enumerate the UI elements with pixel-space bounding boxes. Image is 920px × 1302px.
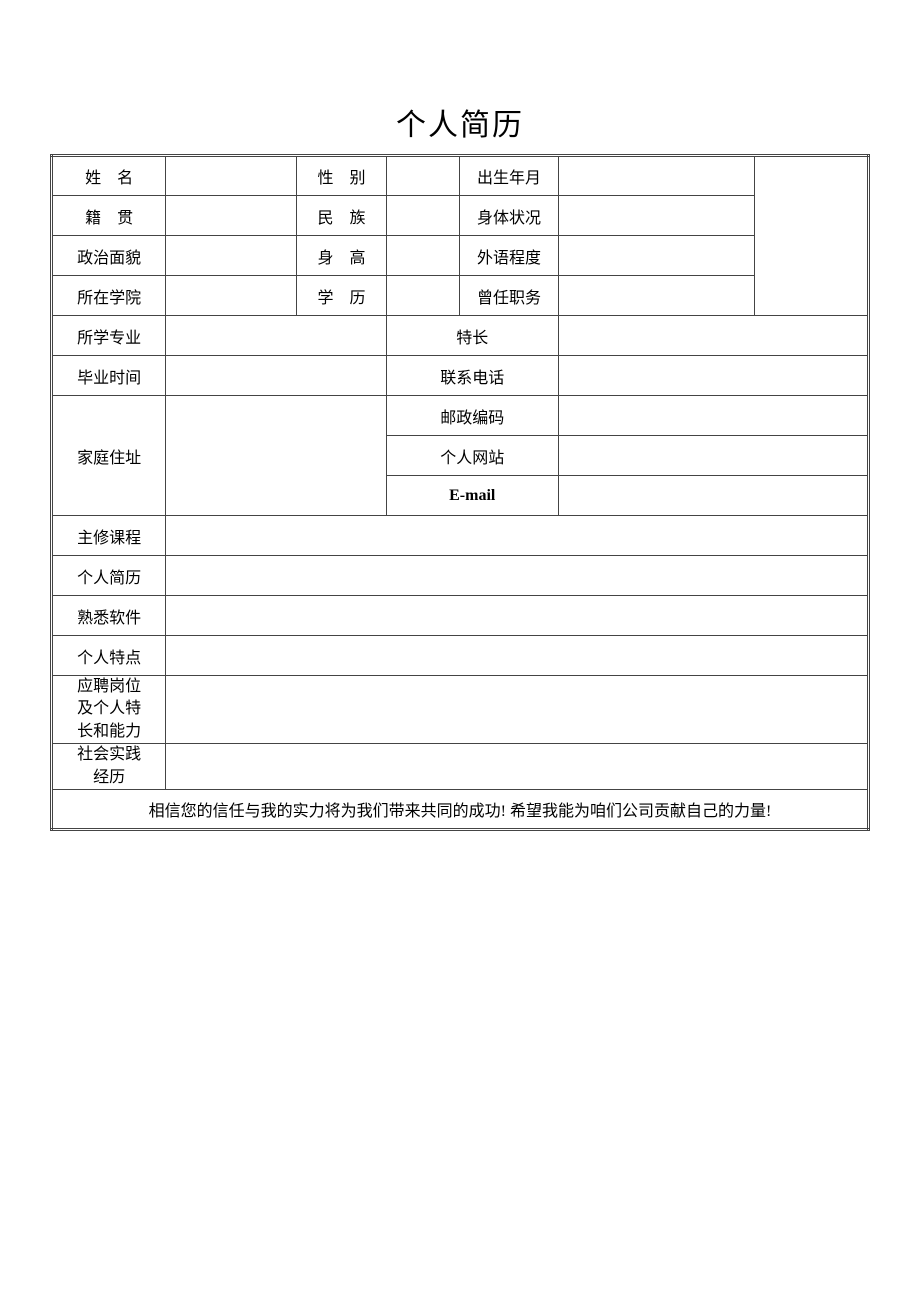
label-politics: 政治面貌 xyxy=(52,236,166,276)
value-health xyxy=(558,196,754,236)
label-courses: 主修课程 xyxy=(52,516,166,556)
value-address xyxy=(166,396,387,516)
value-specialty xyxy=(558,316,869,356)
label-email: E-mail xyxy=(386,476,558,516)
label-resume: 个人简历 xyxy=(52,556,166,596)
label-origin: 籍 贯 xyxy=(52,196,166,236)
value-education xyxy=(386,276,460,316)
label-practice: 社会实践 经历 xyxy=(52,744,166,790)
value-college xyxy=(166,276,297,316)
value-major xyxy=(166,316,387,356)
label-position-line1: 应聘岗位 xyxy=(53,676,165,698)
page-title: 个人简历 xyxy=(50,100,870,144)
resume-table: 姓 名 性 别 出生年月 籍 贯 民 族 身体状况 政治面貌 身 高 外语程度 xyxy=(50,154,870,831)
label-height: 身 高 xyxy=(297,236,387,276)
value-origin xyxy=(166,196,297,236)
value-foreign-lang xyxy=(558,236,754,276)
value-ethnicity xyxy=(386,196,460,236)
label-prev-position: 曾任职务 xyxy=(460,276,558,316)
label-practice-line1: 社会实践 xyxy=(53,744,165,766)
value-birth xyxy=(558,156,754,196)
label-foreign-lang: 外语程度 xyxy=(460,236,558,276)
label-specialty: 特长 xyxy=(386,316,558,356)
label-name: 姓 名 xyxy=(52,156,166,196)
value-courses xyxy=(166,516,869,556)
label-position-line3: 长和能力 xyxy=(53,721,165,743)
value-practice xyxy=(166,744,869,790)
value-phone xyxy=(558,356,869,396)
label-traits: 个人特点 xyxy=(52,636,166,676)
value-position xyxy=(166,676,869,744)
value-postcode xyxy=(558,396,869,436)
label-grad-time: 毕业时间 xyxy=(52,356,166,396)
label-postcode: 邮政编码 xyxy=(386,396,558,436)
label-birth: 出生年月 xyxy=(460,156,558,196)
value-website xyxy=(558,436,869,476)
label-major: 所学专业 xyxy=(52,316,166,356)
label-gender: 性 别 xyxy=(297,156,387,196)
label-ethnicity: 民 族 xyxy=(297,196,387,236)
value-traits xyxy=(166,636,869,676)
value-height xyxy=(386,236,460,276)
value-name xyxy=(166,156,297,196)
label-address: 家庭住址 xyxy=(52,396,166,516)
value-politics xyxy=(166,236,297,276)
label-phone: 联系电话 xyxy=(386,356,558,396)
value-resume xyxy=(166,556,869,596)
footer-text: 相信您的信任与我的实力将为我们带来共同的成功! 希望我能为咱们公司贡献自己的力量… xyxy=(52,789,869,829)
label-practice-line2: 经历 xyxy=(53,767,165,789)
value-grad-time xyxy=(166,356,387,396)
value-software xyxy=(166,596,869,636)
label-position-line2: 及个人特 xyxy=(53,698,165,720)
photo-cell xyxy=(754,156,868,316)
label-college: 所在学院 xyxy=(52,276,166,316)
value-prev-position xyxy=(558,276,754,316)
value-email xyxy=(558,476,869,516)
label-position: 应聘岗位 及个人特 长和能力 xyxy=(52,676,166,744)
label-website: 个人网站 xyxy=(386,436,558,476)
label-software: 熟悉软件 xyxy=(52,596,166,636)
value-gender xyxy=(386,156,460,196)
label-education: 学 历 xyxy=(297,276,387,316)
label-health: 身体状况 xyxy=(460,196,558,236)
